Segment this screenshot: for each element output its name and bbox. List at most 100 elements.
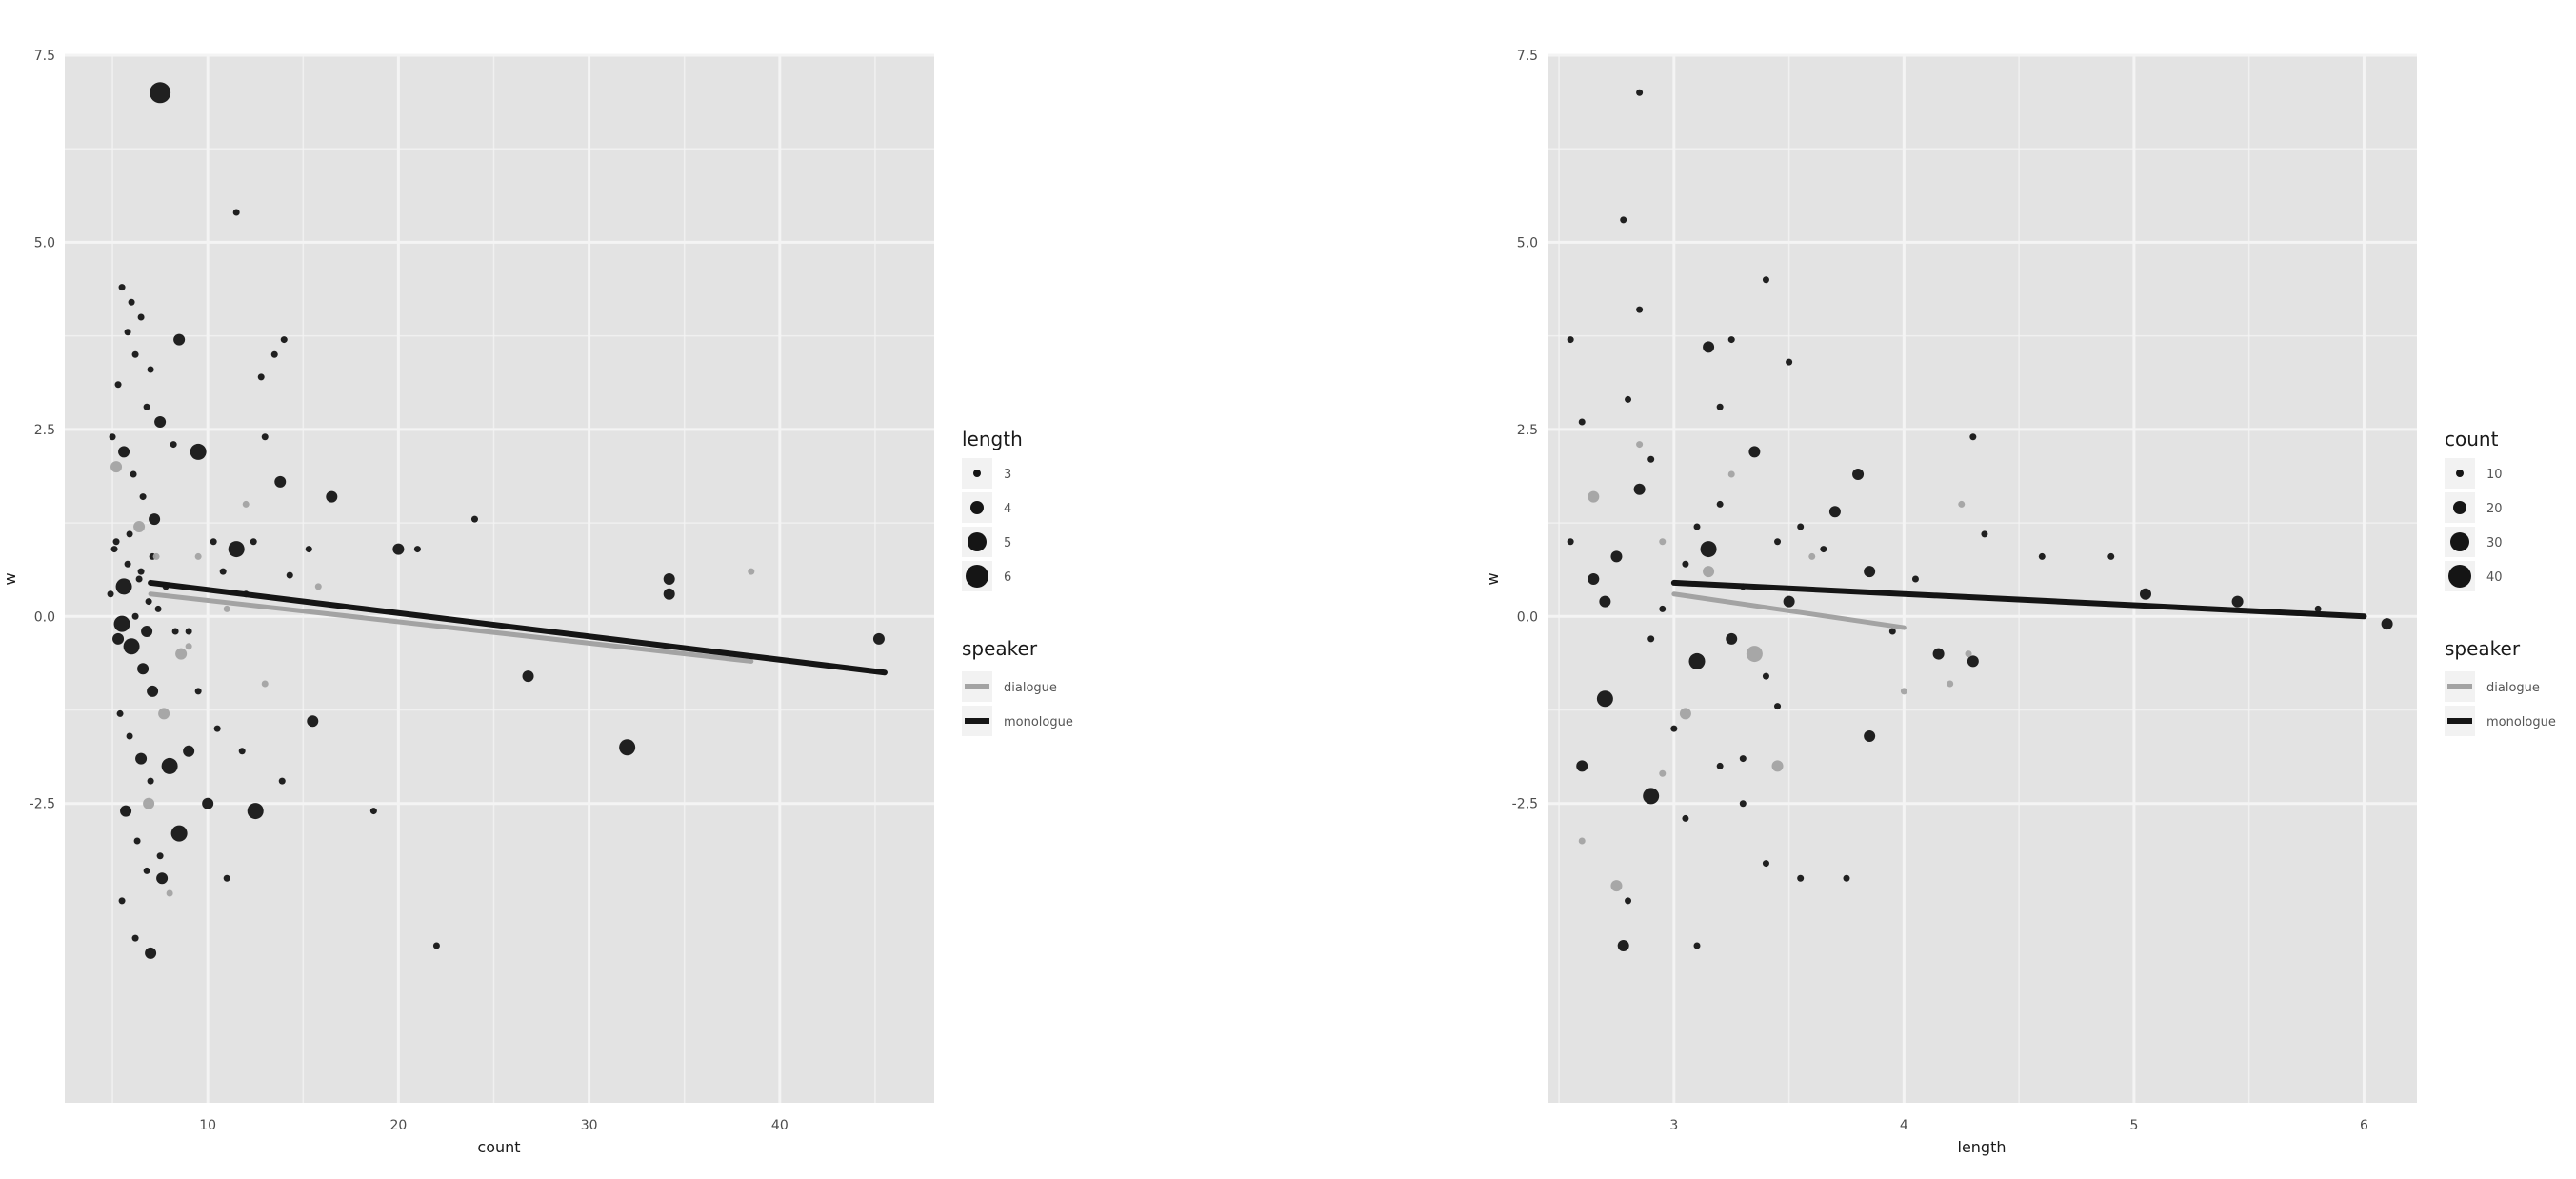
data-point-monologue [170, 825, 188, 842]
data-point-monologue [2314, 605, 2322, 612]
data-point-monologue [274, 475, 287, 488]
legend-size-symbol [2453, 501, 2466, 514]
legend-size-label: 6 [1004, 570, 1011, 585]
legend: length 3 4 5 6 speaker dialogue monologue [962, 428, 1073, 736]
y-tick-label: 7.5 [34, 49, 55, 64]
data-point-monologue [270, 350, 278, 358]
data-point-monologue [137, 663, 150, 675]
data-point-monologue [369, 808, 377, 815]
data-point-monologue [2107, 552, 2115, 560]
data-point-monologue [307, 715, 319, 728]
data-point-monologue [124, 560, 131, 568]
data-point-monologue [1588, 573, 1600, 585]
data-point-dialogue [166, 889, 173, 897]
y-tick-label: -2.5 [1512, 797, 1538, 812]
data-point-dialogue [242, 500, 250, 508]
color-legend-items: dialogue monologue [2445, 671, 2556, 736]
data-point-monologue [1739, 800, 1747, 808]
data-point-monologue [143, 867, 150, 874]
data-point-monologue [213, 725, 221, 732]
data-point-monologue [1774, 703, 1782, 710]
data-point-monologue [130, 470, 137, 478]
data-point-dialogue [194, 552, 202, 560]
data-point-dialogue [133, 521, 146, 532]
data-point-monologue [1864, 730, 1876, 742]
legend-size-symbol [966, 565, 988, 588]
data-point-dialogue [748, 568, 755, 575]
y-tick-label: 0.0 [34, 609, 55, 625]
data-points [1567, 89, 2393, 951]
data-point-dialogue [261, 680, 269, 688]
data-point-monologue [1774, 538, 1782, 546]
data-point-dialogue [1727, 470, 1735, 478]
data-point-monologue [149, 513, 161, 526]
data-point-monologue [1727, 336, 1735, 344]
data-point-dialogue [1808, 552, 1816, 560]
data-point-monologue [1726, 632, 1738, 645]
data-point-monologue [2381, 618, 2393, 630]
data-point-monologue [118, 446, 130, 458]
data-point-monologue [1643, 788, 1660, 805]
data-point-monologue [1610, 550, 1623, 563]
data-point-monologue [1911, 575, 1919, 583]
data-point-monologue [135, 575, 143, 583]
panel-background [65, 55, 934, 1103]
data-point-monologue [143, 403, 150, 410]
data-point-dialogue [1900, 688, 1907, 695]
data-point-monologue [223, 874, 230, 882]
x-tick-label: 10 [199, 1118, 216, 1133]
data-point-monologue [118, 284, 126, 291]
data-point-dialogue [1588, 490, 1600, 503]
data-point-monologue [170, 441, 177, 449]
x-tick-label: 5 [2129, 1118, 2138, 1133]
data-point-monologue [137, 313, 145, 321]
data-point-monologue [183, 745, 195, 757]
data-point-monologue [1703, 341, 1715, 353]
data-point-monologue [238, 748, 246, 755]
data-point-monologue [126, 732, 133, 740]
data-point-monologue [147, 685, 159, 697]
grid-lines [65, 53, 934, 1103]
x-axis-title: count [477, 1138, 520, 1156]
y-tick-label: 7.5 [1517, 49, 1538, 64]
data-point-monologue [1967, 655, 1979, 668]
legend-color-label: monologue [1004, 715, 1073, 729]
data-point-monologue [1647, 455, 1655, 463]
data-point-monologue [112, 538, 120, 546]
data-point-monologue [432, 942, 440, 949]
legend-size-symbol [973, 470, 981, 477]
x-tick-labels: 10 20 30 40 [199, 1118, 788, 1133]
data-point-monologue [1693, 942, 1701, 949]
trend-lines [148, 579, 888, 676]
data-point-dialogue [143, 797, 155, 809]
data-point-monologue [1625, 395, 1632, 403]
data-point-monologue [1864, 566, 1876, 578]
trend-line-dialogue [148, 591, 754, 664]
data-point-monologue [1576, 760, 1588, 772]
panel-background [1548, 55, 2417, 1103]
data-point-monologue [1617, 940, 1629, 951]
size-legend-title: length [962, 428, 1023, 450]
data-point-monologue [190, 443, 207, 460]
data-point-monologue [1748, 446, 1761, 458]
data-point-dialogue [1965, 650, 1972, 658]
data-point-monologue [210, 538, 217, 546]
data-point-monologue [194, 688, 202, 695]
data-point-monologue [114, 381, 122, 389]
data-point-monologue [663, 588, 675, 600]
data-point-dialogue [1578, 837, 1586, 845]
data-point-monologue [116, 709, 124, 717]
data-point-monologue [2139, 588, 2151, 600]
data-point-monologue [1762, 276, 1769, 284]
data-point-monologue [110, 546, 118, 553]
x-tick-labels: 3 4 5 6 [1669, 1118, 2368, 1133]
y-axis-title: w [1, 572, 19, 585]
legend-size-label: 4 [1004, 502, 1011, 516]
y-tick-label: 2.5 [1517, 423, 1538, 438]
data-point-monologue [1647, 635, 1655, 643]
legend-size-symbol [2448, 565, 2471, 588]
data-point-monologue [1716, 762, 1724, 769]
data-point-dialogue [1703, 566, 1715, 578]
data-point-monologue [1932, 648, 1945, 660]
